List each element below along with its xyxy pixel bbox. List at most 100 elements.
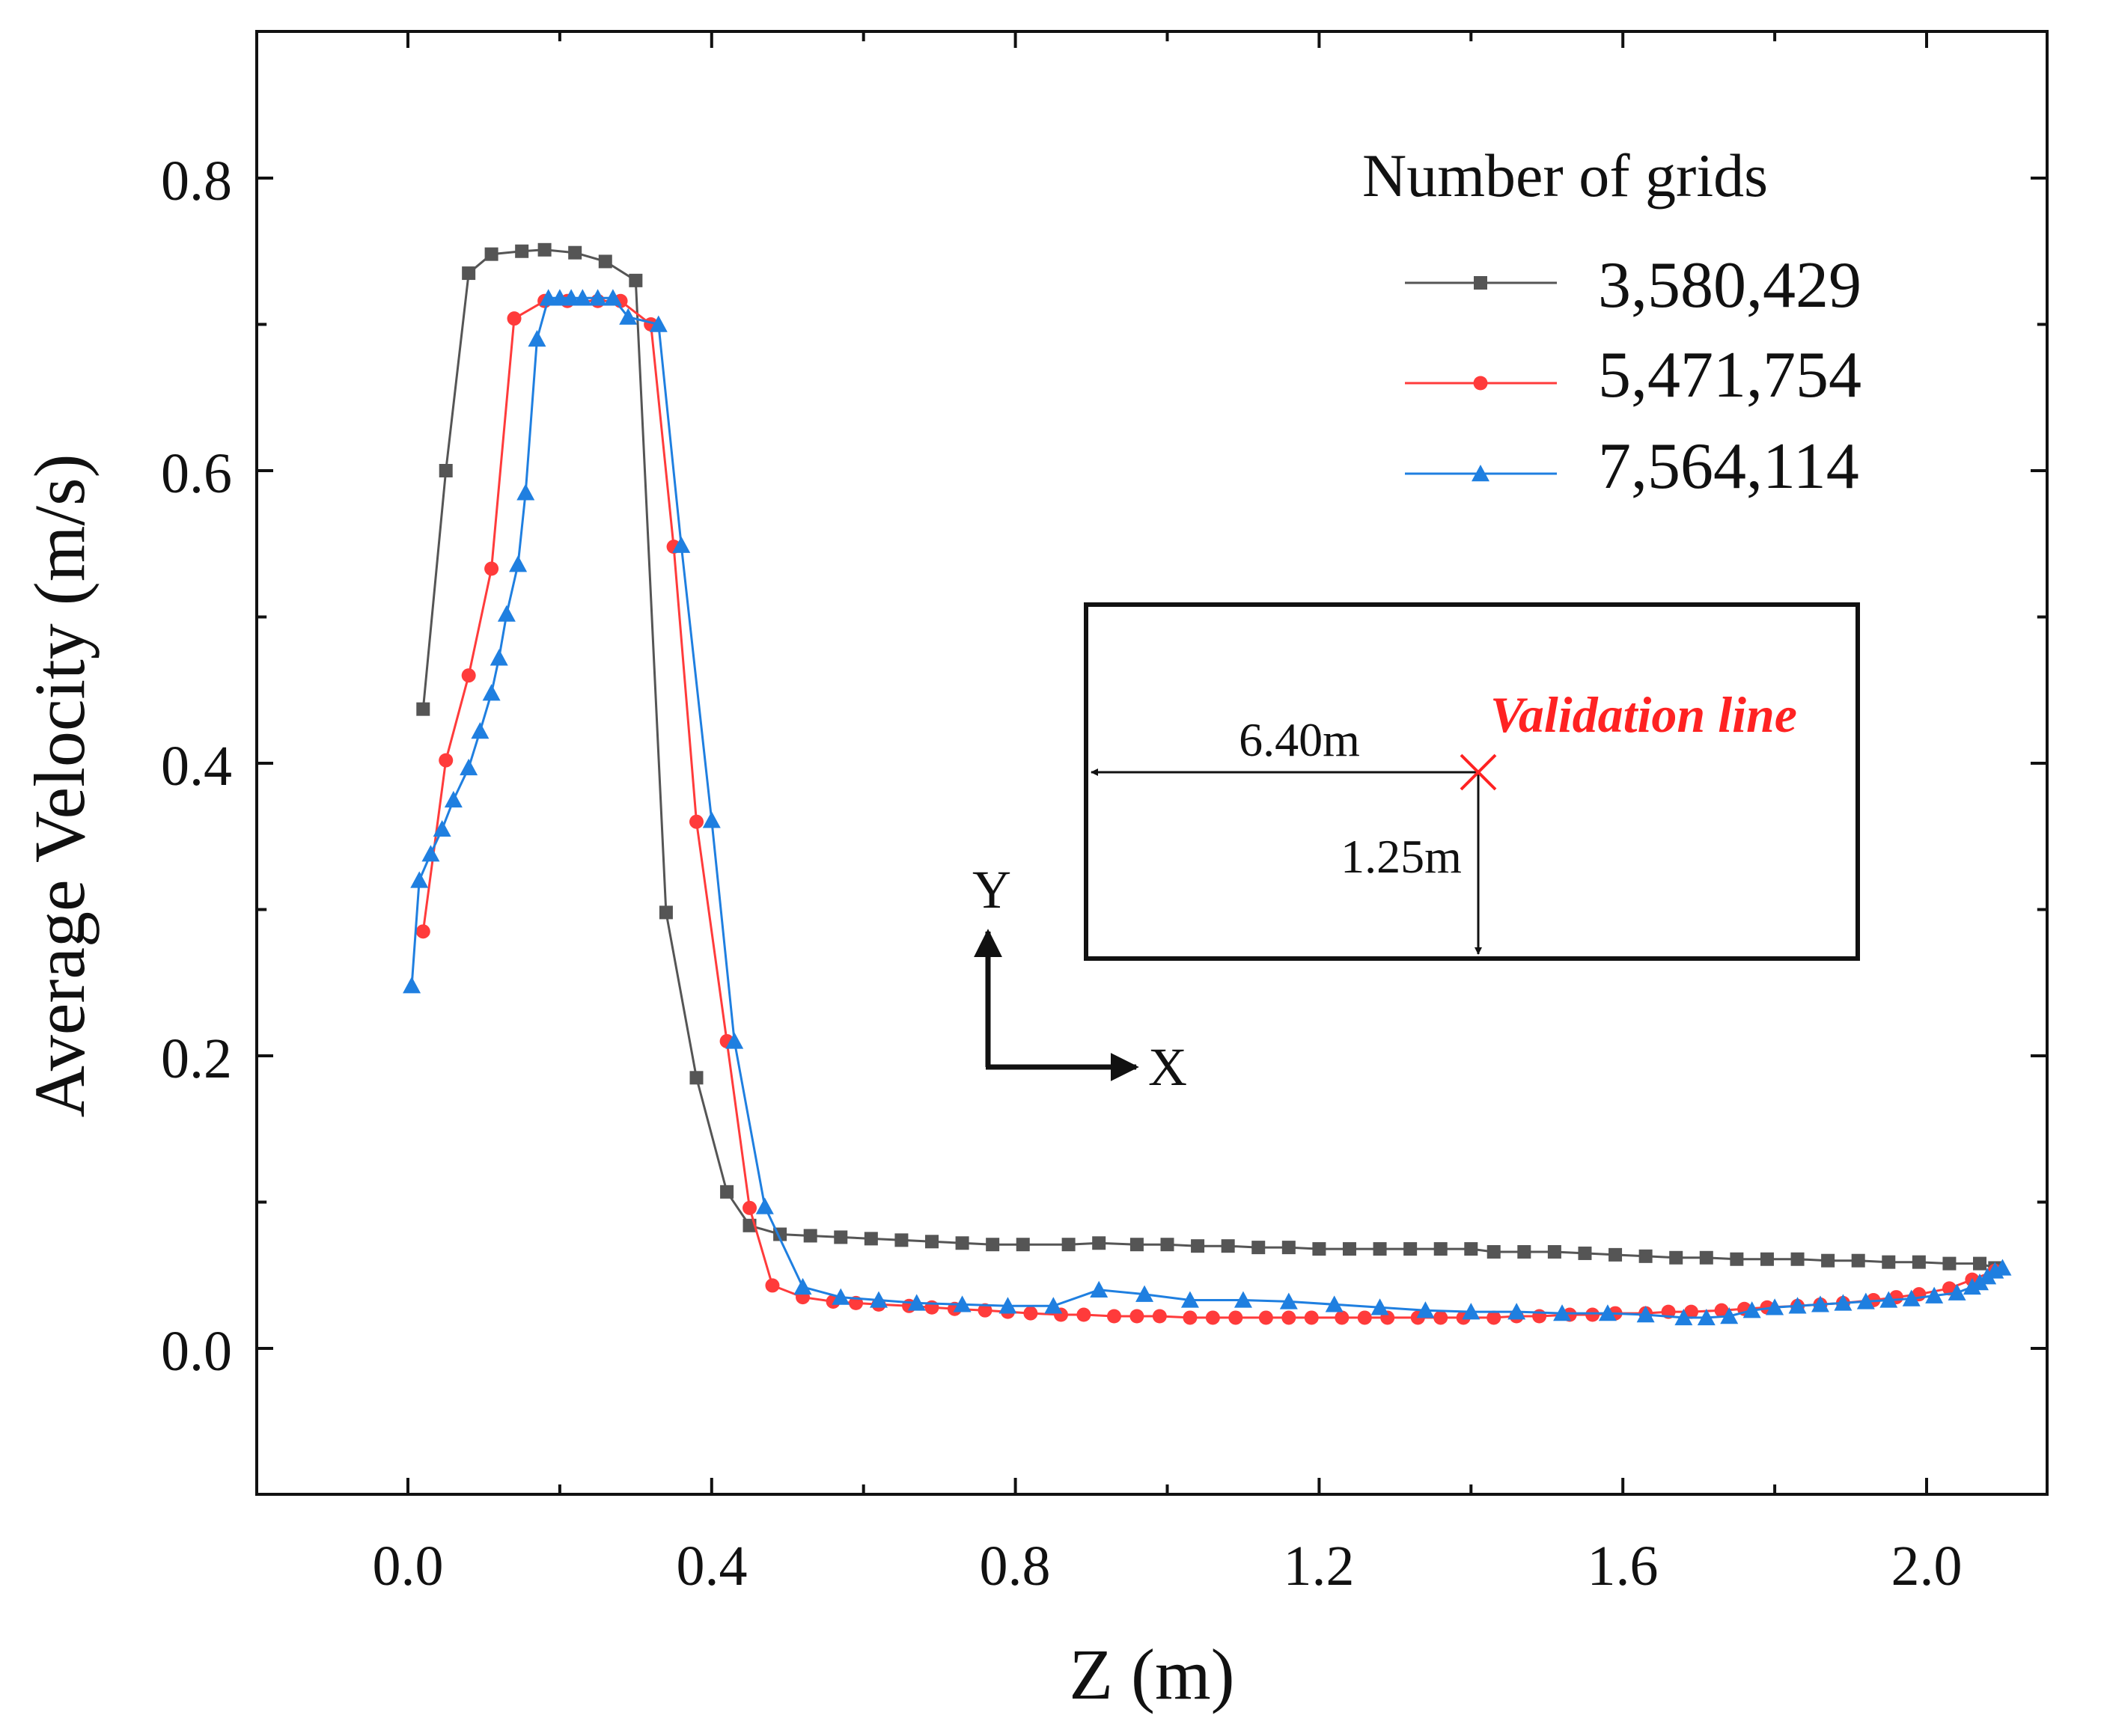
data-point bbox=[1598, 1304, 1617, 1321]
data-point bbox=[1183, 1310, 1198, 1325]
data-point bbox=[803, 1229, 817, 1243]
data-point bbox=[1061, 1238, 1076, 1252]
data-point bbox=[1335, 1310, 1350, 1325]
data-point bbox=[1720, 1306, 1739, 1324]
data-point bbox=[1228, 1310, 1243, 1325]
x-tick-labels: 0.0 0.4 0.8 1.2 1.6 2.0 bbox=[373, 1535, 1963, 1598]
axes-indicator: Y X bbox=[972, 860, 1187, 1097]
data-point bbox=[869, 1291, 888, 1308]
data-point bbox=[619, 308, 638, 325]
legend-label-series-3: 7,564,114 bbox=[1598, 430, 1859, 503]
data-point bbox=[1044, 1297, 1063, 1314]
x-tick-label: 1.6 bbox=[1588, 1535, 1659, 1598]
data-point bbox=[1912, 1255, 1926, 1269]
data-point bbox=[1547, 1244, 1561, 1259]
legend-marker bbox=[1472, 465, 1489, 482]
data-point bbox=[1205, 1310, 1220, 1325]
data-point bbox=[1325, 1295, 1344, 1312]
data-point bbox=[1251, 1241, 1266, 1255]
data-point bbox=[702, 811, 721, 828]
data-point bbox=[1766, 1298, 1784, 1315]
legend: Number of grids 3,580,429 5,471,754 7,56… bbox=[1362, 141, 1861, 503]
legend-entry bbox=[1405, 465, 1557, 482]
data-point bbox=[1638, 1249, 1653, 1263]
x-tick-label: 0.0 bbox=[373, 1535, 444, 1598]
data-point bbox=[1135, 1285, 1154, 1302]
data-point bbox=[672, 536, 691, 553]
data-point bbox=[689, 1071, 704, 1085]
data-point bbox=[1464, 1242, 1478, 1256]
data-point bbox=[1851, 1253, 1865, 1268]
data-point bbox=[444, 790, 463, 808]
data-point bbox=[490, 649, 508, 666]
data-point bbox=[573, 289, 592, 306]
data-point bbox=[955, 1236, 969, 1250]
data-point bbox=[1221, 1239, 1235, 1253]
data-point bbox=[765, 1278, 780, 1293]
data-point bbox=[649, 315, 668, 332]
data-point bbox=[1258, 1310, 1273, 1325]
data-point bbox=[516, 483, 535, 501]
data-point bbox=[1942, 1256, 1957, 1271]
data-point bbox=[629, 273, 643, 287]
data-point bbox=[1016, 1238, 1030, 1252]
data-point bbox=[433, 819, 451, 837]
data-point bbox=[1433, 1242, 1448, 1256]
data-point bbox=[1370, 1298, 1389, 1315]
data-point bbox=[907, 1294, 926, 1311]
data-point bbox=[1925, 1286, 1944, 1303]
validation-cross-stroke bbox=[1460, 754, 1497, 791]
data-point bbox=[562, 289, 581, 306]
data-point bbox=[1486, 1310, 1501, 1325]
data-point bbox=[1373, 1242, 1387, 1256]
legend-title: Number of grids bbox=[1362, 141, 1768, 210]
data-point bbox=[528, 330, 546, 347]
data-point bbox=[471, 721, 490, 739]
data-point bbox=[484, 247, 498, 261]
x-axis-title: Z (m) bbox=[1069, 1634, 1234, 1714]
distance-label: 6.40m bbox=[1239, 713, 1360, 766]
data-point bbox=[1433, 1310, 1448, 1325]
data-point bbox=[720, 1185, 734, 1199]
data-point bbox=[1553, 1304, 1572, 1321]
data-point bbox=[1608, 1247, 1623, 1262]
data-point bbox=[1882, 1255, 1896, 1269]
legend-entry bbox=[1405, 276, 1557, 290]
x-tick-label: 2.0 bbox=[1891, 1535, 1963, 1598]
data-point bbox=[439, 464, 453, 477]
data-point bbox=[460, 758, 478, 776]
y-tick-label: 0.8 bbox=[161, 150, 232, 213]
data-point bbox=[1076, 1307, 1091, 1322]
data-point bbox=[742, 1200, 757, 1215]
x-tick-label: 0.8 bbox=[980, 1535, 1051, 1598]
data-point bbox=[507, 311, 522, 326]
data-point bbox=[598, 254, 612, 269]
data-point bbox=[1821, 1253, 1835, 1268]
inset-box bbox=[1084, 602, 1860, 961]
y-axis-letter: Y bbox=[972, 860, 1011, 920]
data-point bbox=[1742, 1301, 1761, 1318]
data-point bbox=[689, 814, 704, 829]
data-point bbox=[1856, 1292, 1875, 1309]
data-point bbox=[1697, 1308, 1716, 1326]
data-point bbox=[568, 245, 582, 260]
data-point bbox=[659, 905, 673, 920]
validation-line-label: Validation line bbox=[1490, 686, 1797, 743]
data-point bbox=[588, 289, 607, 306]
x-tick-label: 0.4 bbox=[677, 1535, 748, 1598]
data-point bbox=[978, 1303, 992, 1318]
series-3 bbox=[403, 289, 2012, 1326]
data-point bbox=[1636, 1306, 1655, 1323]
data-point bbox=[1160, 1238, 1174, 1252]
y-tick-labels: 0.0 0.2 0.4 0.6 0.8 bbox=[161, 150, 232, 1383]
legend-label-series-1: 3,580,429 bbox=[1598, 249, 1861, 322]
data-point bbox=[1879, 1291, 1898, 1308]
data-point bbox=[1730, 1252, 1744, 1266]
data-point bbox=[1714, 1303, 1729, 1318]
data-point bbox=[725, 1032, 744, 1049]
data-point bbox=[410, 871, 429, 888]
data-point bbox=[793, 1277, 812, 1295]
data-point bbox=[1699, 1250, 1713, 1265]
data-point bbox=[515, 244, 529, 258]
